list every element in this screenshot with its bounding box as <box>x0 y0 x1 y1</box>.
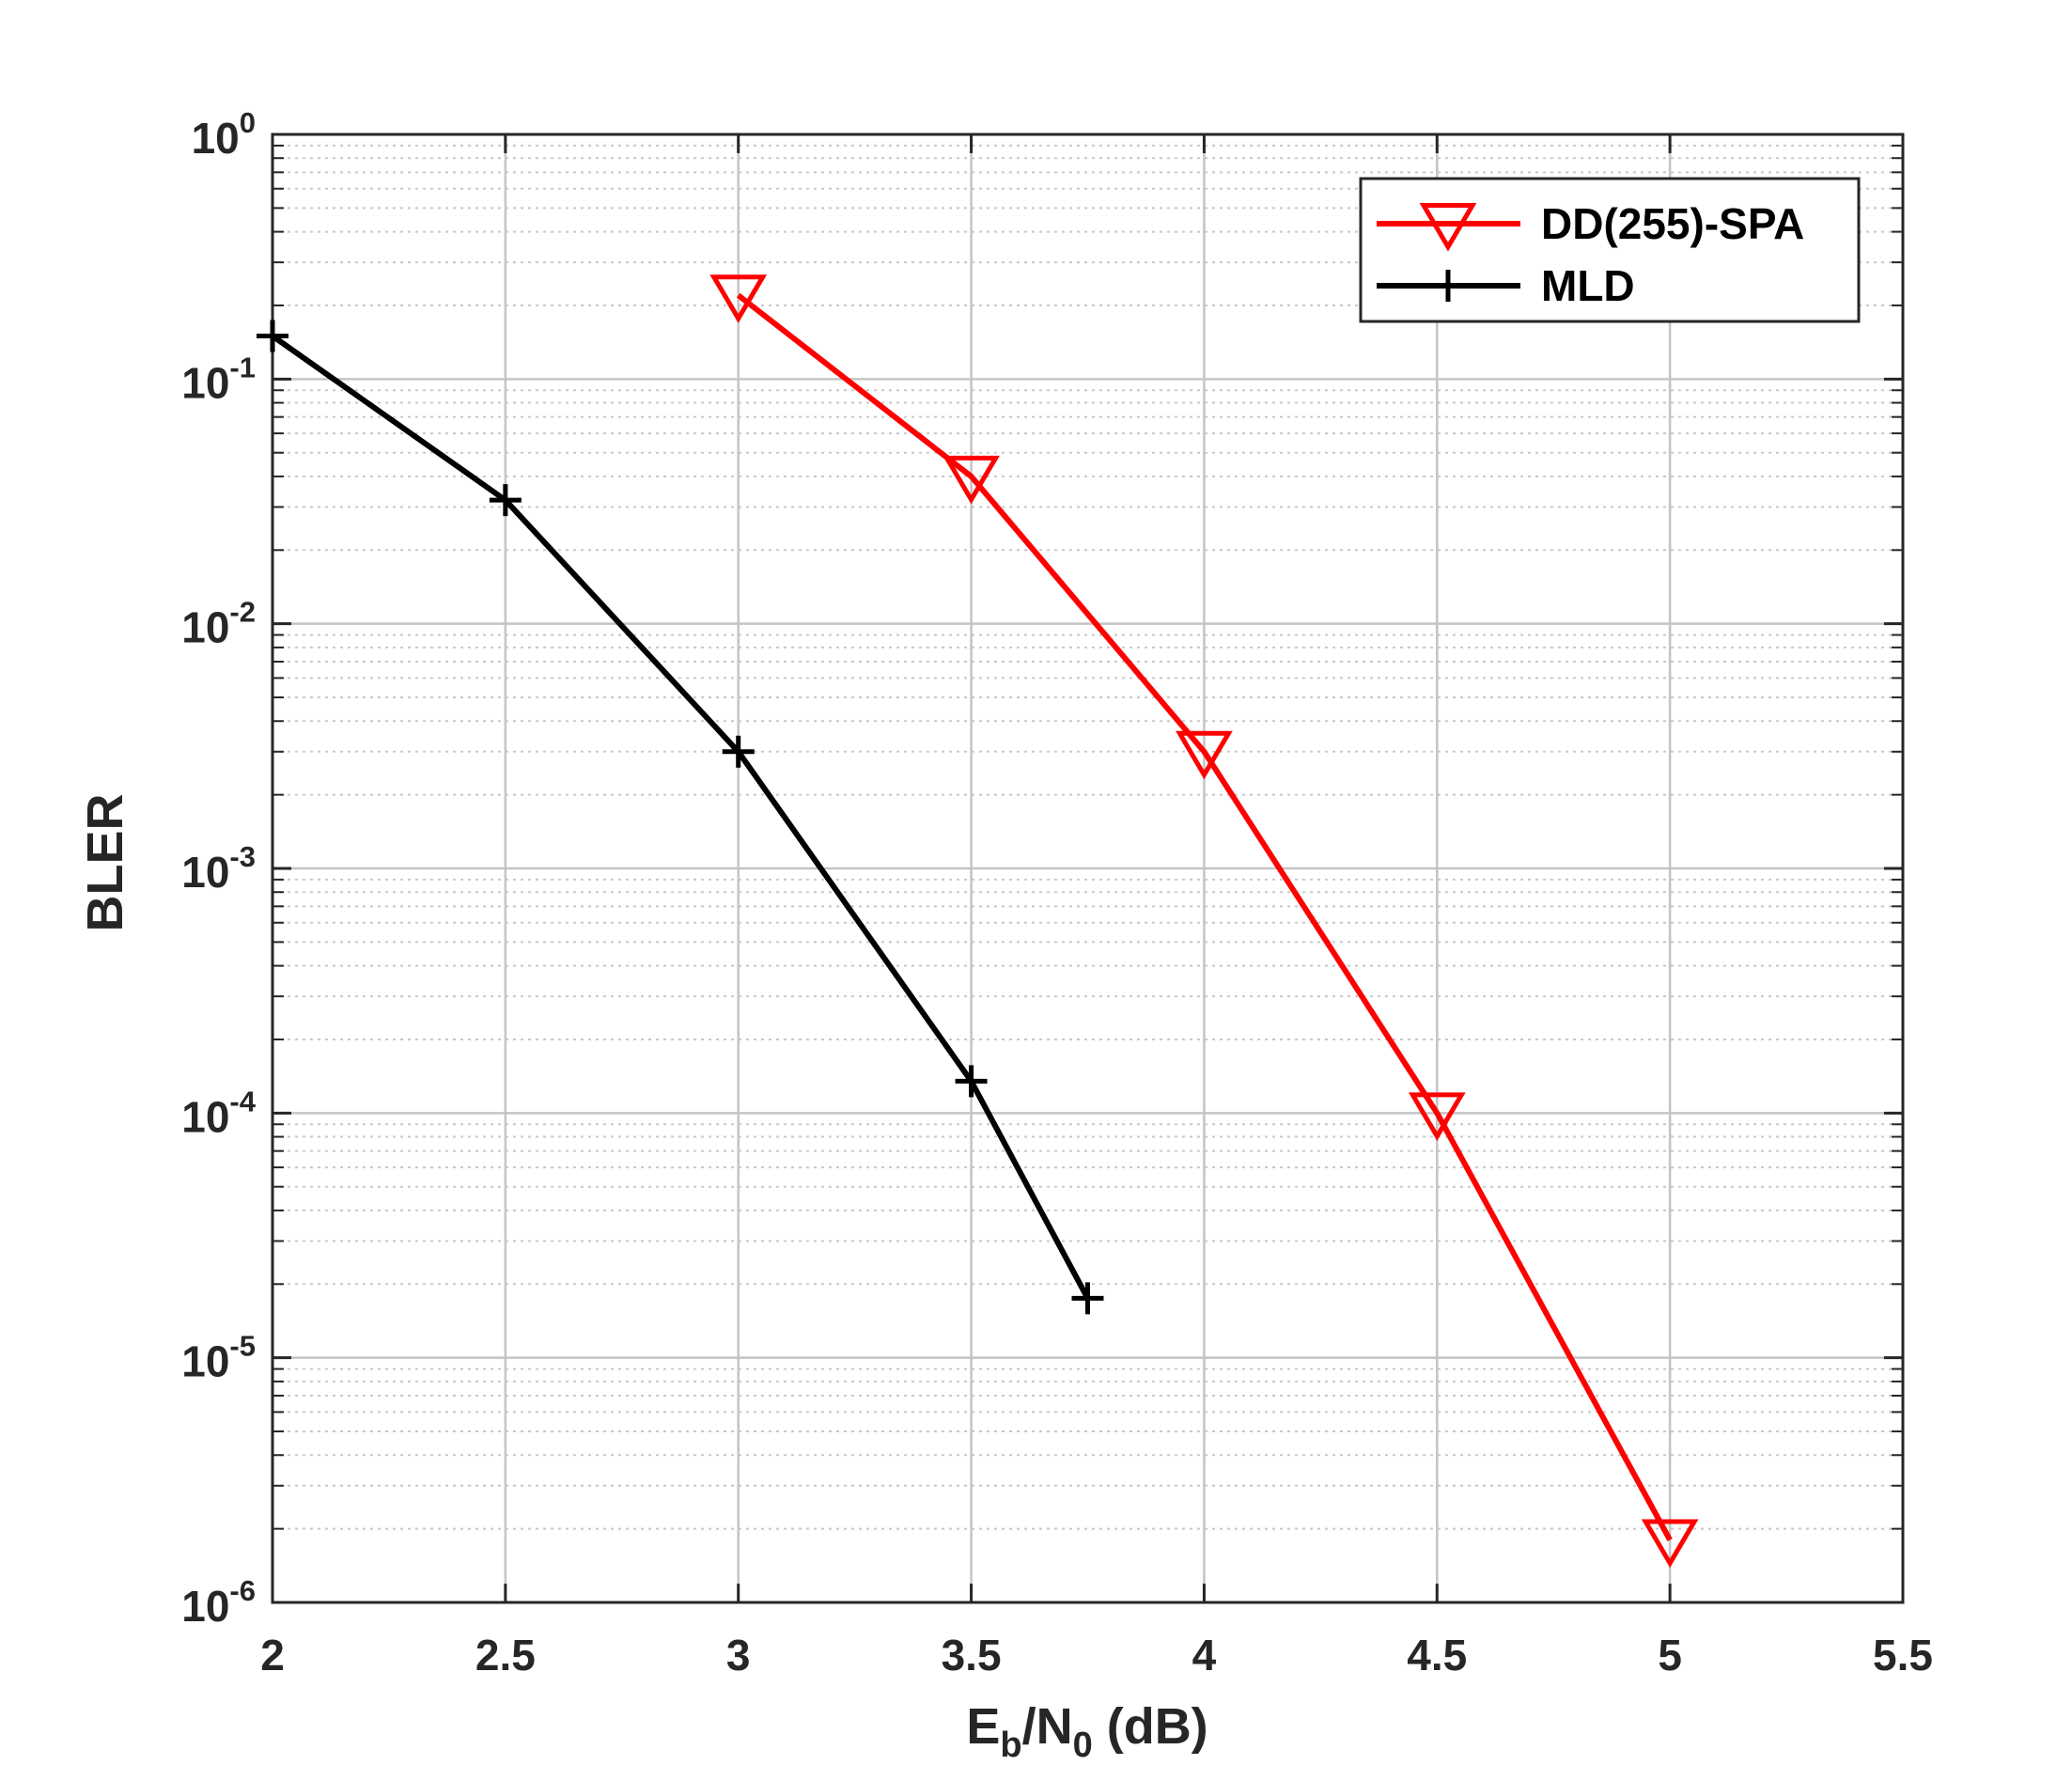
x-axis-label: Eb/N0 (dB) <box>966 1698 1207 1765</box>
x-tick-label: 5.5 <box>1873 1631 1933 1679</box>
y-tick-label: 10-2 <box>181 596 256 652</box>
legend-marker-triangle <box>1419 203 1477 252</box>
y-tick-label: 100 <box>192 106 256 163</box>
y-tick-label: 10-4 <box>181 1085 256 1141</box>
data-point-triangle <box>709 274 768 323</box>
legend-box <box>1359 177 1861 323</box>
x-tick-label: 4 <box>1192 1631 1217 1679</box>
data-point-plus <box>722 735 755 768</box>
y-tick-labels: 100 10-1 10-2 10-3 10-4 10-5 10-6 <box>181 106 256 1631</box>
data-point-plus <box>257 320 288 352</box>
x-tick-label: 4.5 <box>1407 1631 1467 1679</box>
x-tick-label: 2 <box>260 1631 285 1679</box>
x-tick-label: 3.5 <box>942 1631 1002 1679</box>
legend-label: MLD <box>1541 261 1635 310</box>
y-tick-label: 10-5 <box>181 1330 256 1386</box>
y-tick-label: 10-3 <box>181 840 256 897</box>
data-point-triangle <box>943 455 1000 505</box>
x-tick-label: 2.5 <box>475 1631 536 1679</box>
legend-item: MLD <box>1377 261 1635 310</box>
data-point-plus <box>1071 1282 1104 1315</box>
data-point-plus <box>955 1065 988 1098</box>
data-point-triangle <box>1408 1092 1466 1141</box>
data-point-triangle <box>1176 730 1233 780</box>
x-tick-labels: 2 2.5 3 3.5 4 4.5 5 5.5 <box>260 1631 1933 1679</box>
series-layer <box>257 274 1699 1569</box>
series-mld <box>257 320 1104 1315</box>
minor-grid <box>273 144 1903 1530</box>
legend: DD(255)-SPA MLD <box>1359 177 1861 323</box>
y-tick-label: 10-1 <box>181 351 256 407</box>
x-tick-label: 5 <box>1658 1631 1682 1679</box>
x-axis-label-sub1: b <box>1000 1726 1021 1765</box>
legend-label: DD(255)-SPA <box>1541 199 1804 248</box>
legend-marker-plus <box>1432 270 1464 302</box>
series-line <box>736 292 1673 1541</box>
data-point-triangle <box>1641 1519 1699 1569</box>
y-axis-label: BLER <box>77 794 133 932</box>
legend-item: DD(255)-SPA <box>1377 199 1804 252</box>
y-tick-label: 10-6 <box>181 1574 256 1631</box>
series-dd-255-spa <box>709 274 1699 1569</box>
x-tick-label: 3 <box>726 1631 751 1679</box>
x-axis-label-sub2: 0 <box>1073 1726 1093 1765</box>
axis-ticks <box>271 133 1905 1604</box>
data-point-plus <box>489 484 522 517</box>
